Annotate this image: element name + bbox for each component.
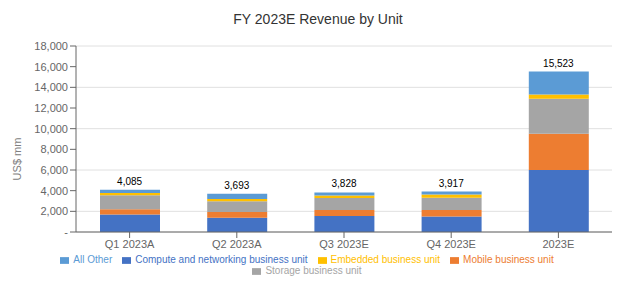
svg-text:Q4 2023E: Q4 2023E xyxy=(426,238,476,250)
svg-text:8,000: 8,000 xyxy=(40,143,68,155)
svg-text:16,000: 16,000 xyxy=(34,61,68,73)
html-text:Compute and networking busines: Compute and networking business unit xyxy=(135,254,308,265)
svg-text:12,000: 12,000 xyxy=(34,102,68,114)
svg-text:6,000: 6,000 xyxy=(40,164,68,176)
svg-text:Q1 2023A: Q1 2023A xyxy=(105,238,155,250)
html-text:Embedded business unit: Embedded business unit xyxy=(330,254,441,265)
svg-text:3,917: 3,917 xyxy=(439,178,464,189)
html-text:FY 2023E Revenue by Unit: FY 2023E Revenue by Unit xyxy=(233,11,403,27)
svg-text:10,000: 10,000 xyxy=(34,123,68,135)
svg-text:2,000: 2,000 xyxy=(40,205,68,217)
html-text:All Other: All Other xyxy=(73,254,113,265)
svg-text:3,828: 3,828 xyxy=(331,178,356,189)
svg-text:2023E: 2023E xyxy=(542,238,574,250)
svg-text:4,085: 4,085 xyxy=(117,176,142,187)
svg-text:Q2 2023A: Q2 2023A xyxy=(212,238,262,250)
html-text:Storage business unit: Storage business unit xyxy=(265,265,362,276)
html-text:Mobile business unit: Mobile business unit xyxy=(463,254,554,265)
svg-text:15,523: 15,523 xyxy=(543,58,574,69)
svg-text:Q3 2023E: Q3 2023E xyxy=(319,238,369,250)
svg-text:3,693: 3,693 xyxy=(224,180,249,191)
svg-text:18,000: 18,000 xyxy=(34,40,68,52)
svg-text:US$ mm: US$ mm xyxy=(11,138,23,181)
svg-text:4,000: 4,000 xyxy=(40,185,68,197)
svg-text:14,000: 14,000 xyxy=(34,81,68,93)
svg-text:-: - xyxy=(64,226,68,238)
